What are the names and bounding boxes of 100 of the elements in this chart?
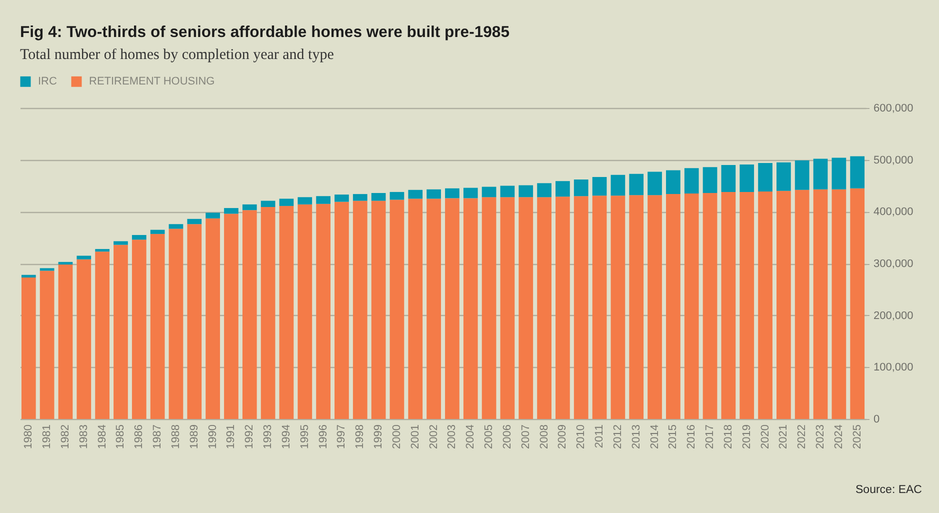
bar	[721, 165, 736, 192]
x-tick-label: 2003	[446, 424, 458, 449]
bar	[500, 186, 515, 198]
bar	[518, 197, 534, 419]
bar	[58, 262, 73, 265]
x-tick-label: 1983	[78, 424, 90, 449]
bar	[408, 198, 423, 419]
x-tick-label: 2018	[722, 424, 734, 449]
bar	[702, 193, 718, 419]
x-tick-label: 2001	[409, 424, 422, 449]
bar	[463, 188, 478, 198]
bar	[758, 191, 772, 419]
x-tick-label: 2004	[464, 424, 477, 449]
bar	[666, 170, 680, 194]
x-tick-label: 1995	[298, 424, 311, 449]
x-tick-label: 1999	[372, 424, 385, 449]
x-tick-label: 2025	[851, 424, 864, 449]
x-tick-label: 2008	[538, 424, 550, 449]
bar	[95, 248, 110, 252]
bar	[740, 164, 754, 192]
bar	[334, 194, 349, 202]
bar	[574, 196, 588, 419]
bar	[648, 195, 662, 419]
x-tick-label: 1990	[206, 424, 219, 449]
bar	[279, 198, 294, 206]
bar	[794, 190, 810, 419]
x-tick-label: 1997	[336, 424, 348, 449]
bar	[556, 196, 570, 419]
x-tick-label: 2006	[501, 424, 514, 449]
bar	[95, 252, 110, 419]
x-tick-label: 1985	[114, 424, 127, 449]
bar	[224, 208, 238, 214]
y-tick-label: 200,000	[874, 310, 914, 322]
x-tick-label: 1987	[152, 424, 164, 449]
x-tick-label: 1993	[262, 424, 274, 449]
bar	[721, 192, 736, 419]
bar	[168, 228, 184, 419]
bar	[352, 200, 368, 419]
x-tick-label: 2016	[686, 424, 698, 449]
bar	[426, 189, 441, 199]
bar	[500, 197, 515, 419]
bar	[40, 268, 54, 271]
bar	[574, 180, 588, 196]
bar	[58, 264, 73, 419]
bar	[537, 183, 552, 198]
x-tick-label: 2019	[740, 424, 753, 449]
bar	[132, 234, 146, 240]
x-tick-label: 1982	[59, 424, 72, 449]
bar	[537, 197, 552, 419]
bar	[832, 158, 846, 190]
y-tick-label: 400,000	[874, 206, 914, 218]
bar	[702, 167, 718, 194]
bar	[445, 188, 460, 198]
bar	[76, 256, 92, 260]
x-tick-label: 2023	[814, 424, 827, 449]
x-tick-label: 2013	[630, 424, 642, 449]
y-tick-label: 100,000	[874, 362, 914, 374]
x-tick-label: 2011	[594, 424, 606, 448]
bar	[187, 218, 202, 224]
bar	[610, 174, 626, 196]
bar	[776, 190, 791, 419]
bar	[813, 158, 828, 190]
bar	[298, 197, 312, 204]
x-tick-label: 2015	[667, 424, 680, 449]
bar	[463, 198, 478, 419]
bar	[408, 190, 423, 199]
bar	[776, 162, 791, 191]
source-note: Source: EAC	[856, 484, 922, 496]
bar	[371, 200, 386, 419]
bar	[76, 259, 92, 419]
x-tick-label: 2010	[575, 424, 588, 449]
bar	[832, 189, 846, 419]
bar	[426, 198, 441, 419]
x-tick-label: 1998	[354, 424, 366, 449]
chart-title: Fig 4: Two-thirds of seniors affordable homes were built pre-1985	[20, 24, 510, 42]
x-tick-label: 1994	[280, 424, 292, 449]
bar	[206, 218, 220, 419]
bar	[206, 212, 220, 218]
bar	[150, 234, 165, 419]
bar	[187, 224, 202, 419]
bar	[260, 207, 276, 419]
y-tick-label: 0	[874, 414, 880, 426]
bar	[758, 162, 772, 192]
legend-label: IRC	[38, 76, 57, 88]
y-tick-label: 300,000	[874, 258, 914, 270]
y-tick-label: 600,000	[874, 102, 914, 114]
bar	[813, 189, 828, 419]
x-tick-label: 2024	[832, 424, 845, 449]
bar	[518, 185, 534, 198]
x-tick-label: 2012	[612, 424, 624, 449]
bar	[629, 174, 644, 196]
bar	[352, 194, 368, 201]
bar	[592, 196, 607, 419]
bar	[114, 241, 128, 245]
legend-label: RETIREMENT HOUSING	[89, 76, 215, 88]
bar	[40, 270, 54, 419]
bar	[242, 204, 257, 210]
bar	[132, 240, 146, 419]
bar	[279, 206, 294, 419]
bar	[629, 195, 644, 419]
